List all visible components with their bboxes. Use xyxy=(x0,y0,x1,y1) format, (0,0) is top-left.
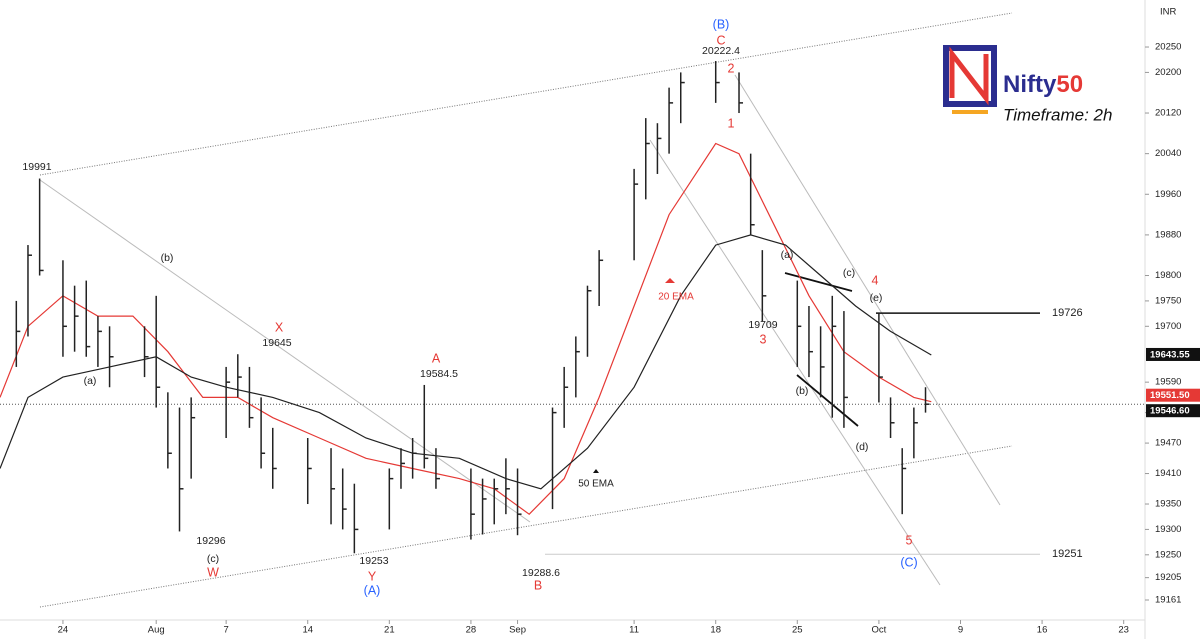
x-tick-label: 16 xyxy=(1037,625,1048,636)
y-tick-label: 19880 xyxy=(1155,229,1181,240)
wave-label: 19709 xyxy=(748,319,777,331)
wave-label: W xyxy=(207,565,219,579)
x-tick-label: 14 xyxy=(302,625,313,636)
triangle-line xyxy=(796,374,859,427)
price-badge xyxy=(1146,404,1200,418)
price-badge-label: 19551.50 xyxy=(1150,390,1190,401)
price-badge-label: 19643.55 xyxy=(1150,349,1190,360)
x-tick-label: 25 xyxy=(792,625,803,636)
x-tick-label: 7 xyxy=(223,625,228,636)
y-tick-label: 19350 xyxy=(1155,499,1181,510)
x-tick-label: 11 xyxy=(629,625,639,636)
channel-upper xyxy=(39,12,1013,176)
wave-label: (c) xyxy=(843,267,855,279)
wave-label: 19288.6 xyxy=(522,567,560,579)
wave-label: 5 xyxy=(906,533,913,547)
level-label: 19251 xyxy=(1052,548,1083,560)
x-tick-label: Oct xyxy=(872,625,887,636)
channel-lower xyxy=(39,445,1013,608)
x-tick-label: 24 xyxy=(58,625,69,636)
logo-bar xyxy=(952,110,988,114)
x-tick-label: 21 xyxy=(384,625,395,636)
wave-label: (C) xyxy=(900,555,917,569)
logo-icon xyxy=(943,45,997,107)
wave-label: (a) xyxy=(781,249,794,261)
wave-label: 19991 xyxy=(22,161,51,173)
axes: 2025020200201202004019960198801980019750… xyxy=(58,42,1182,636)
logo-subtitle: Timeframe: 2h xyxy=(1003,105,1112,124)
y-tick-label: 20200 xyxy=(1155,67,1181,78)
y-tick-label: 20250 xyxy=(1155,42,1181,53)
wave-label: 1 xyxy=(728,116,735,130)
y-tick-label: 19161 xyxy=(1155,595,1181,606)
wave-label: (B) xyxy=(713,17,730,31)
x-tick-label: 18 xyxy=(710,625,721,636)
wave-label: Y xyxy=(368,569,377,583)
price-badge xyxy=(1146,347,1200,361)
wave-label: (b) xyxy=(161,252,174,264)
wave-label: (c) xyxy=(207,553,219,565)
wave-label: (e) xyxy=(870,292,883,304)
wave-label: (a) xyxy=(84,375,97,387)
wave-label: 19584.5 xyxy=(420,368,458,380)
wave-label: 2 xyxy=(728,61,735,75)
wave-label: 3 xyxy=(760,332,767,346)
drawings xyxy=(39,12,1013,608)
wave-label: B xyxy=(534,578,542,592)
x-tick-label: 9 xyxy=(958,625,963,636)
logo-name: Nifty xyxy=(1003,71,1057,98)
y-tick-label: 19250 xyxy=(1155,549,1181,560)
ema-marker xyxy=(593,469,599,473)
triangle-line xyxy=(784,272,853,292)
level-label: 19726 xyxy=(1052,307,1083,319)
wave-label: (b) xyxy=(796,385,809,397)
y-tick-label: 19800 xyxy=(1155,270,1181,281)
y-tick-label: 19750 xyxy=(1155,295,1181,306)
y-tick-label: 19470 xyxy=(1155,438,1181,449)
x-tick-label: Aug xyxy=(148,625,165,636)
wave-label: C xyxy=(716,33,725,47)
y-tick-label: 20040 xyxy=(1155,148,1181,159)
x-tick-label: 23 xyxy=(1118,625,1129,636)
logo-title: Nifty50 xyxy=(1003,71,1083,98)
trendline xyxy=(39,179,531,523)
ema-line xyxy=(0,234,932,490)
y-tick-label: 19410 xyxy=(1155,468,1181,479)
wave-label: 19296 xyxy=(196,535,225,547)
y-tick-label: 19205 xyxy=(1155,572,1181,583)
ema-label: 20 EMA xyxy=(658,292,694,303)
logo-icon xyxy=(949,46,989,106)
wave-label: (A) xyxy=(364,583,381,597)
wave-label: X xyxy=(275,320,284,334)
logo: Nifty50 Timeframe: 2h xyxy=(943,45,1112,124)
wave-label: (d) xyxy=(856,441,869,453)
y-tick-label: 19700 xyxy=(1155,321,1181,332)
y-tick-label: 19300 xyxy=(1155,524,1181,535)
ema-marker xyxy=(665,278,675,283)
wave-label: 4 xyxy=(872,273,879,287)
price-badge-label: 19546.60 xyxy=(1150,406,1190,417)
logo-number: 50 xyxy=(1056,71,1083,98)
unit-label: INR xyxy=(1160,7,1177,18)
price-badge xyxy=(1146,388,1200,402)
x-tick-label: Sep xyxy=(509,625,526,636)
y-tick-label: 19960 xyxy=(1155,189,1181,200)
y-tick-label: 19590 xyxy=(1155,377,1181,388)
wave-label: 19645 xyxy=(262,337,291,349)
price-bars xyxy=(15,61,930,554)
x-tick-label: 28 xyxy=(466,625,477,636)
ema-label: 50 EMA xyxy=(578,479,614,490)
trendline xyxy=(734,74,1001,506)
wave-label: 19253 xyxy=(359,555,388,567)
y-tick-label: 20120 xyxy=(1155,108,1181,119)
trendline xyxy=(649,139,941,586)
wave-label: 20222.4 xyxy=(702,45,740,57)
wave-label: A xyxy=(432,351,441,365)
